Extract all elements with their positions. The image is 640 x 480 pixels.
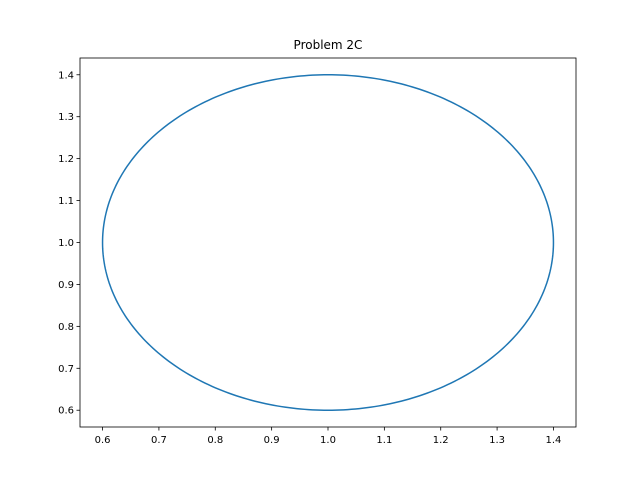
- y-tick-label: 0.9: [58, 280, 74, 291]
- x-tick-label: 0.7: [151, 435, 167, 446]
- x-tick-label: 1.0: [320, 435, 336, 446]
- chart-title: Problem 2C: [294, 38, 363, 52]
- y-tick-label: 1.4: [58, 70, 74, 81]
- y-axis: 0.6 0.7 0.8 0.9 1.0 1.1 1.2 1.3 1.4: [58, 70, 80, 417]
- circle-series-line: [101, 74, 555, 411]
- y-tick-label: 0.6: [58, 406, 74, 417]
- x-tick-label: 1.3: [489, 435, 505, 446]
- x-tick-label: 0.8: [207, 435, 223, 446]
- y-tick-label: 1.2: [58, 154, 74, 165]
- y-tick-label: 1.1: [58, 196, 74, 207]
- plot-frame: [79, 57, 577, 428]
- x-tick-label: 1.4: [546, 435, 562, 446]
- x-axis: 0.6 0.7 0.8 0.9 1.0 1.1 1.2 1.3 1.4: [95, 427, 562, 446]
- x-tick-label: 1.2: [433, 435, 449, 446]
- x-tick-label: 0.6: [95, 435, 111, 446]
- y-tick-label: 0.8: [58, 322, 74, 333]
- y-tick-label: 1.3: [58, 112, 74, 123]
- x-tick-label: 0.9: [264, 435, 280, 446]
- y-tick-label: 1.0: [58, 238, 74, 249]
- x-tick-label: 1.1: [376, 435, 392, 446]
- y-tick-label: 0.7: [58, 364, 74, 375]
